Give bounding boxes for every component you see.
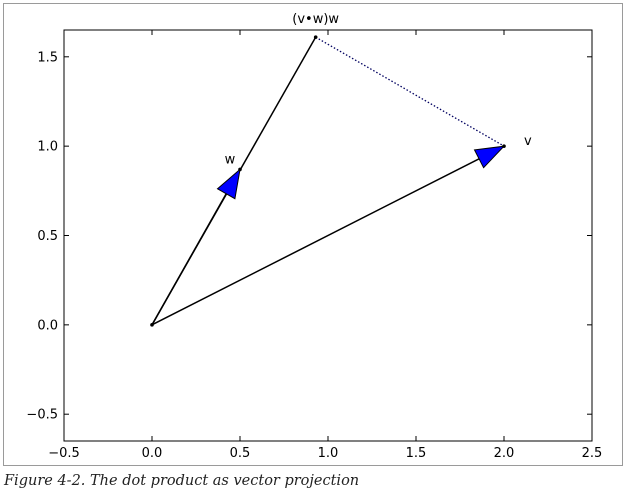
y-tick-label: 0.0 — [37, 318, 58, 333]
y-tick-label: 1.5 — [37, 50, 58, 65]
x-tick-label: 2.5 — [582, 446, 603, 461]
annotation-label: w — [225, 152, 236, 167]
vector-endpoint — [313, 35, 318, 39]
y-tick-label: −0.5 — [26, 408, 58, 423]
ticks-layer — [63, 30, 593, 441]
x-tick-label: 0.0 — [142, 446, 163, 461]
y-tick-label: 0.5 — [37, 229, 58, 244]
x-tick-label: 1.0 — [318, 446, 339, 461]
x-tick-label: −0.5 — [48, 446, 80, 461]
x-tick-label: 2.0 — [494, 446, 515, 461]
annotation-label: (v•w)w — [292, 12, 339, 27]
labels-layer: −0.5 0.0 0.5 1.0 1.5 2.0 2.5 −0.5 0.0 0.5 1.0 1.5 (v… — [26, 12, 602, 461]
vector-endpoint — [502, 144, 506, 148]
figure-caption: Figure 4-2. The dot product as vector pr… — [4, 473, 360, 489]
vector-endpoint — [150, 323, 154, 327]
y-tick-label: 1.0 — [37, 140, 58, 155]
vector-w-line — [151, 169, 241, 326]
x-tick-label: 0.5 — [230, 446, 251, 461]
vector-v-line — [151, 145, 505, 326]
projection-line — [315, 36, 505, 147]
vector-projection-chart: −0.5 0.0 0.5 1.0 1.5 2.0 2.5 −0.5 0.0 0.5 1.0 1.5 (v… — [26, 12, 602, 461]
vector-endpoint — [238, 167, 242, 172]
x-tick-label: 1.5 — [406, 446, 427, 461]
marks-layer — [150, 35, 506, 327]
figure-frame — [3, 3, 623, 466]
annotation-label: v — [524, 134, 532, 149]
vector-v-arrowhead — [473, 145, 506, 169]
vector-w-arrowhead — [216, 168, 241, 200]
